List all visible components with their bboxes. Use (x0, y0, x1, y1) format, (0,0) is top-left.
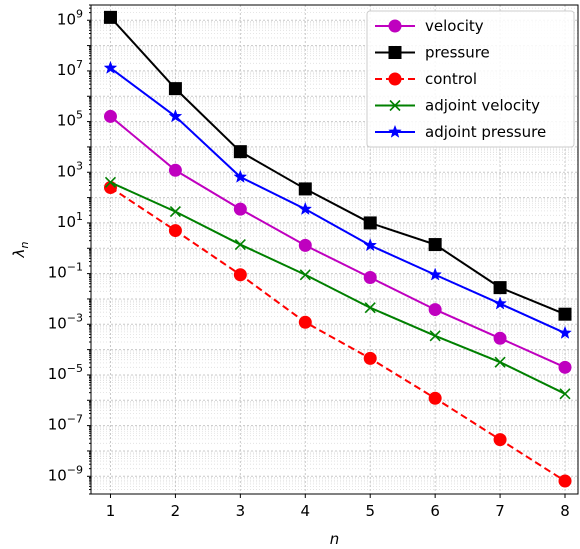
legend-label: pressure (425, 44, 490, 62)
legend-label: adjoint velocity (425, 97, 540, 115)
data-point-stroke (299, 269, 311, 281)
data-point-stroke (429, 330, 441, 342)
data-point-stroke (494, 356, 506, 368)
data-point (104, 176, 117, 188)
data-point (299, 269, 311, 281)
data-point (103, 109, 117, 123)
data-point (168, 224, 182, 238)
data-point (363, 351, 377, 365)
data-point (298, 315, 312, 329)
data-point (428, 391, 442, 405)
legend-box (366, 10, 575, 148)
y-axis-label-main: λ (10, 249, 28, 259)
data-point (363, 216, 377, 230)
x-tick-label: 5 (365, 502, 375, 520)
legend-marker-stroke (389, 99, 401, 112)
data-point-stroke (559, 388, 571, 400)
data-point (558, 307, 572, 321)
x-tick-label: 3 (236, 502, 246, 520)
data-point (559, 388, 571, 400)
x-tick-label: 2 (171, 502, 181, 520)
legend-item: control (375, 70, 477, 88)
data-point (298, 201, 313, 215)
data-point (298, 182, 312, 196)
legend-item: velocity (375, 17, 484, 35)
data-point (493, 296, 507, 310)
legend-marker (388, 72, 402, 86)
y-tick-label: 10−3 (48, 311, 83, 332)
data-point (363, 238, 378, 252)
data-point (103, 10, 117, 24)
legend-item: adjoint pressure (375, 123, 546, 141)
y-tick-label: 109 (57, 7, 83, 28)
y-tick-label: 10−5 (48, 362, 83, 383)
x-tick-label: 1 (106, 502, 116, 520)
data-point (429, 330, 441, 342)
legend-label: control (425, 70, 477, 88)
series-velocity (103, 109, 572, 374)
data-point-stroke (169, 206, 181, 218)
series-line (109, 186, 566, 482)
legend-marker (388, 46, 402, 59)
series-adjoint-pressure (103, 60, 572, 339)
data-point-stroke (364, 302, 376, 314)
y-tick-label: 103 (57, 159, 83, 180)
legend-label: velocity (425, 17, 484, 35)
y-tick-label: 10−7 (48, 413, 83, 434)
series-line (110, 181, 566, 395)
legend-marker (388, 124, 402, 138)
y-tick-label: 10−1 (48, 261, 83, 282)
x-tick-label: 8 (560, 502, 570, 520)
data-point (364, 302, 376, 314)
data-point (103, 60, 118, 74)
data-point (363, 271, 377, 285)
data-point (558, 360, 572, 374)
legend-item: adjoint velocity (375, 97, 540, 115)
data-point (168, 163, 182, 177)
series-pressure (103, 10, 572, 321)
series-layer (103, 10, 572, 488)
series-adjoint-velocity (104, 176, 571, 400)
data-point (558, 325, 572, 339)
x-tick-label: 7 (495, 502, 505, 520)
y-axis-label: λn (10, 242, 31, 259)
data-point (428, 238, 442, 252)
series-line (109, 67, 566, 334)
legend-marker (388, 19, 402, 33)
data-point (233, 268, 247, 282)
legend: velocity pressure control adjoint velocity a… (366, 10, 575, 148)
x-tick-label: 6 (430, 502, 440, 520)
x-axis-label: n (330, 530, 340, 548)
legend-label: adjoint pressure (425, 123, 546, 141)
data-point-stroke (234, 239, 246, 251)
data-point (168, 109, 183, 123)
y-tick-label: 107 (57, 58, 83, 79)
data-point (168, 82, 182, 96)
legend-item: pressure (375, 44, 490, 62)
y-tick-label: 10−9 (48, 463, 83, 484)
y-tick-label: 105 (57, 109, 83, 130)
data-point (428, 267, 443, 281)
data-point (169, 206, 181, 218)
data-point (233, 202, 247, 216)
data-point (494, 356, 506, 368)
y-tick-label: 101 (57, 210, 83, 231)
data-point (493, 331, 507, 345)
series-line (109, 16, 566, 316)
data-point (558, 474, 572, 488)
legend-marker (389, 99, 401, 112)
data-point (493, 433, 507, 447)
y-axis-label-sub: n (18, 242, 31, 249)
data-point-stroke (104, 176, 117, 188)
data-point (233, 169, 248, 183)
data-point (234, 239, 246, 251)
ticks: 1 2 3 4 5 6 7 8 109 107 105 103 101 10−1 10−3 10−5 10−7 1… (48, 4, 570, 520)
x-tick-label: 4 (301, 502, 311, 520)
data-point (233, 145, 247, 159)
data-point (298, 238, 312, 252)
data-point (493, 281, 507, 295)
data-point (428, 303, 442, 317)
series-line (109, 115, 566, 369)
